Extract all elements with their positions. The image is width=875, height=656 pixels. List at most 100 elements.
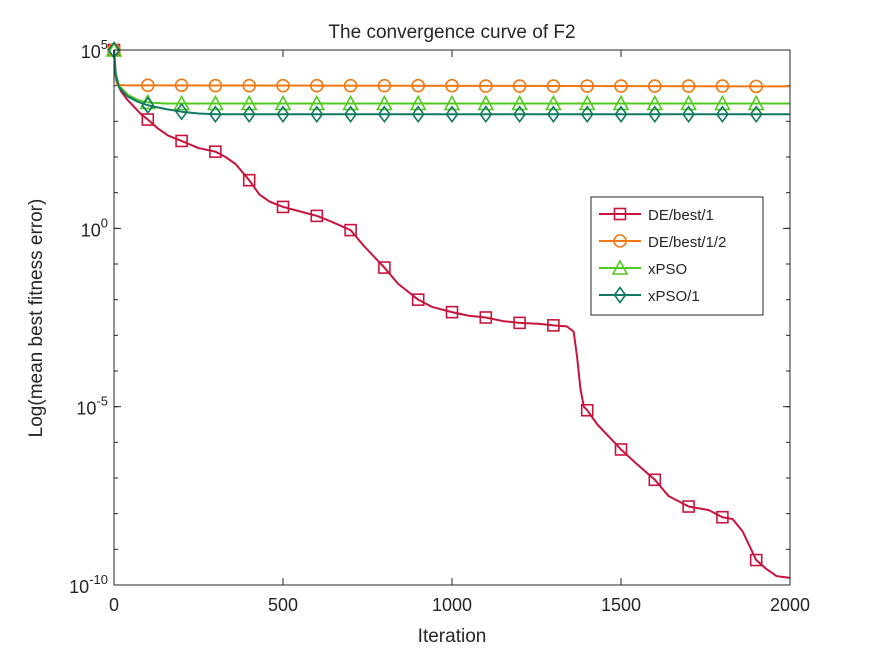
data-point-marker — [578, 94, 596, 111]
data-point-marker — [614, 79, 628, 93]
data-point-marker — [614, 443, 628, 456]
legend-label: DE/best/1/2 — [648, 234, 726, 251]
data-point-marker — [545, 94, 562, 111]
data-point-marker — [682, 105, 696, 124]
data-point-marker — [477, 94, 495, 111]
data-point-marker — [208, 78, 223, 93]
data-point-marker — [513, 105, 527, 124]
data-point-marker — [443, 94, 461, 111]
data-point-marker — [747, 94, 765, 111]
data-point-marker — [409, 94, 427, 111]
data-point-marker — [715, 105, 729, 124]
data-point-marker — [377, 105, 391, 124]
data-point-marker — [377, 78, 392, 93]
data-point-marker — [445, 105, 459, 124]
data-point-marker — [512, 79, 527, 93]
x-axis: 0 500 1000 1500 2000 — [109, 50, 810, 615]
data-point-marker — [680, 94, 697, 111]
x-tick-label: 0 — [109, 595, 119, 615]
legend: DE/best/1 DE/best/1/2 xPSO xPSO/1 — [590, 196, 764, 316]
data-point-marker — [478, 79, 493, 93]
data-point-marker — [276, 200, 290, 214]
y-axis: 105 100 10-5 10-10 — [69, 37, 790, 597]
data-point-marker — [209, 145, 222, 158]
data-point-marker — [714, 94, 731, 111]
data-point-marker — [207, 94, 224, 111]
data-point-marker — [175, 102, 189, 121]
data-point-marker — [648, 473, 662, 487]
data-point-marker — [681, 79, 696, 93]
chart-title: The convergence curve of F2 — [328, 22, 575, 43]
data-point-marker — [310, 105, 324, 124]
legend-label: DE/best/1 — [648, 207, 714, 224]
y-tick-label: 10-10 — [69, 572, 108, 597]
data-point-marker — [173, 94, 190, 111]
data-point-marker — [276, 78, 290, 93]
data-point-marker — [614, 105, 628, 124]
data-point-marker — [240, 94, 258, 111]
data-point-marker — [242, 78, 256, 93]
legend-marker — [611, 259, 629, 275]
data-point-marker — [580, 403, 594, 417]
data-point-marker — [310, 209, 324, 223]
series-line — [113, 49, 791, 579]
legend-label: xPSO — [648, 261, 687, 278]
x-tick-label: 2000 — [770, 595, 810, 615]
x-tick-label: 500 — [268, 595, 298, 615]
data-point-marker — [479, 311, 493, 324]
legend-item: xPSO/1 — [599, 286, 700, 305]
data-point-marker — [647, 79, 662, 93]
data-point-marker — [445, 305, 459, 319]
y-axis-label: Log(mean best fitness error) — [26, 199, 47, 438]
series-3 — [107, 41, 790, 124]
data-point-marker — [716, 510, 729, 524]
x-axis-label: Iteration — [418, 626, 487, 647]
data-point-marker — [547, 319, 560, 332]
data-point-marker — [411, 105, 425, 124]
data-point-marker — [174, 78, 189, 93]
y-tick-label: 100 — [81, 215, 108, 240]
data-point-marker — [546, 105, 560, 124]
x-tick-label: 1500 — [601, 595, 641, 615]
data-point-marker — [546, 79, 561, 93]
data-point-marker — [242, 105, 256, 124]
data-point-marker — [342, 94, 359, 111]
data-point-marker — [580, 105, 594, 124]
data-point-marker — [141, 78, 155, 93]
data-point-marker — [511, 94, 528, 111]
data-point-marker — [376, 94, 393, 111]
data-point-marker — [242, 173, 256, 187]
data-point-marker — [308, 94, 326, 111]
data-point-marker — [343, 78, 358, 93]
legend-label: xPSO/1 — [648, 288, 700, 305]
y-tick-label: 10-5 — [76, 394, 108, 419]
legend-marker — [613, 207, 627, 221]
data-point-marker — [344, 105, 358, 124]
legend-item: DE/best/1/2 — [599, 234, 726, 251]
data-point-marker — [411, 293, 425, 306]
data-point-marker — [648, 105, 662, 124]
data-point-marker — [612, 94, 630, 111]
data-point-marker — [513, 316, 526, 330]
data-point-marker — [344, 223, 357, 237]
series-line — [113, 49, 790, 116]
legend-marker — [613, 234, 627, 248]
data-point-marker — [378, 261, 391, 274]
data-point-marker — [208, 105, 222, 124]
data-point-marker — [276, 105, 290, 124]
data-point-marker — [175, 134, 188, 148]
data-point-marker — [309, 78, 324, 93]
data-point-marker — [749, 79, 764, 94]
series-layer — [105, 41, 791, 579]
data-point-marker — [479, 105, 493, 124]
data-point-marker — [411, 78, 426, 93]
data-point-marker — [646, 94, 664, 111]
data-point-marker — [580, 79, 595, 93]
x-tick-label: 1000 — [432, 595, 472, 615]
series-0 — [107, 43, 791, 579]
legend-item: DE/best/1 — [599, 207, 714, 224]
data-point-marker — [682, 500, 695, 513]
data-point-marker — [715, 79, 730, 93]
legend-item: xPSO — [599, 259, 687, 278]
